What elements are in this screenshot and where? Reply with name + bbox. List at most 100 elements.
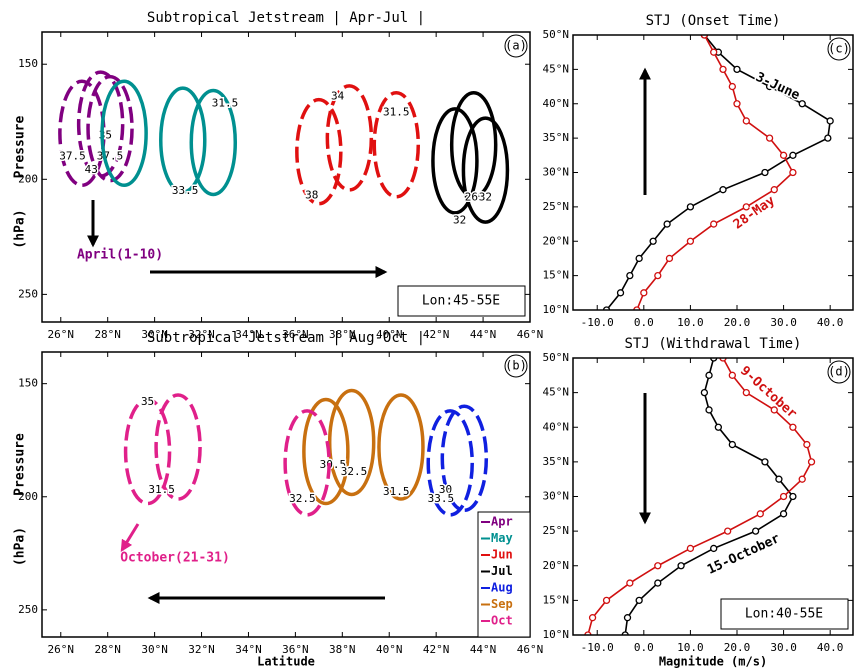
contour-label: 31.5 (212, 96, 239, 109)
x-tick-label: 32°N (188, 643, 215, 656)
y-tick-label: 15°N (543, 269, 570, 282)
contour-loop (159, 86, 207, 194)
y-tick-label: 50°N (543, 351, 570, 364)
contour-loop (327, 388, 376, 497)
y-tick-label: 150 (18, 57, 38, 70)
panel-frame (572, 357, 854, 636)
profile-point (775, 475, 783, 483)
y-tick-label: 45°N (543, 386, 570, 399)
profile-point (663, 220, 671, 228)
profile-point (714, 423, 723, 431)
profile-point (770, 186, 778, 194)
contour-label: 37.5 (97, 149, 124, 162)
contour-loop (426, 409, 474, 517)
y-tick-label: 40°N (543, 97, 570, 110)
panel-label: (c) (828, 42, 850, 56)
legend-label: Oct (491, 614, 513, 628)
profile-point (807, 458, 816, 466)
profile-point (779, 492, 788, 501)
y-axis-unit: (hPa) (13, 209, 28, 248)
contour-loop (295, 97, 343, 206)
x-axis-title: Magnitude (m/s) (659, 655, 767, 669)
profile-point (616, 289, 625, 297)
x-tick-label: 28°N (94, 643, 121, 656)
x-tick-label: 40.0 (817, 316, 844, 329)
plot-area (584, 358, 816, 635)
x-tick-label: 10.0 (677, 641, 704, 654)
profile-point (756, 510, 764, 518)
x-tick-label: 38°N (329, 643, 356, 656)
profile-point (602, 596, 611, 605)
y-tick-label: 10°N (543, 628, 570, 641)
contour-label: 32 (479, 191, 492, 204)
profile-point (654, 562, 662, 570)
contour-loop (431, 107, 479, 215)
contour-label: 32.5 (289, 492, 316, 505)
contour-loop (440, 404, 489, 513)
profile-point (779, 510, 788, 518)
series-label: 15-October (705, 531, 782, 578)
contour-label: 31.5 (383, 485, 410, 498)
profile-point (719, 65, 727, 74)
profile-point (686, 544, 695, 553)
x-tick-label: 36°N (282, 643, 309, 656)
legend-label: May (491, 531, 513, 545)
x-tick-label: 44°N (470, 328, 497, 341)
profile-point (779, 151, 788, 159)
plot-area (602, 35, 834, 310)
x-tick-label: 0.0 (634, 316, 654, 329)
x-tick-label: 26°N (48, 328, 75, 341)
x-tick-label: 40.0 (817, 641, 844, 654)
annotation: October(21-31) (120, 551, 230, 566)
x-tick-label: 10.0 (677, 316, 704, 329)
contour-loop (189, 88, 238, 197)
profile-point (700, 388, 709, 397)
profile-point (765, 82, 774, 91)
panel-label-ring (504, 34, 528, 58)
profile-point (710, 220, 718, 228)
x-tick-label: -10.0 (581, 641, 614, 654)
y-tick-label: 20°N (543, 559, 570, 572)
contour-label: 33.5 (172, 184, 199, 197)
panel-title: Subtropical Jetstream | Apr-Jul | (147, 10, 425, 26)
profile-point (761, 168, 769, 177)
profile-point (588, 614, 597, 622)
contour-loop (377, 393, 425, 501)
profile-point (710, 48, 718, 56)
contour-label: 32.5 (341, 465, 368, 478)
y-axis-unit: (hPa) (13, 527, 28, 566)
legend-label: Jun (491, 548, 513, 562)
x-tick-label: 28°N (94, 328, 121, 341)
panel-title: Subtropical Jetstream | Aug-Oct | (147, 330, 425, 346)
x-tick-label: 30°N (141, 643, 168, 656)
contour-label: 30 (439, 483, 452, 496)
x-tick-label: 42°N (423, 328, 450, 341)
profile-point (765, 134, 774, 142)
arrows (87, 67, 651, 604)
profile-point (789, 168, 797, 177)
profile-point (826, 117, 834, 125)
profile-point (798, 475, 806, 483)
profile-point (635, 596, 643, 605)
y-tick-label: 40°N (543, 420, 570, 433)
legend-box (477, 511, 531, 638)
x-tick-label: 30.0 (770, 641, 797, 654)
y-tick-label: 25°N (543, 524, 570, 537)
profile-point (677, 562, 685, 570)
x-tick-label: 38°N (329, 328, 356, 341)
contour-loop (372, 91, 421, 199)
legend-label: Aug (491, 581, 513, 595)
y-tick-label: 10°N (543, 303, 570, 316)
legend-label: Jul (491, 564, 513, 578)
contour-loop (325, 84, 374, 192)
profile-point (686, 237, 695, 245)
profile-point (705, 406, 713, 414)
profile-point (789, 492, 797, 501)
x-tick-label: 46°N (517, 328, 544, 341)
x-tick-label: 36°N (282, 328, 309, 341)
x-axis-title: Latitude (257, 655, 315, 669)
contour-label: 43 (85, 163, 98, 176)
contour-loop (302, 397, 350, 506)
